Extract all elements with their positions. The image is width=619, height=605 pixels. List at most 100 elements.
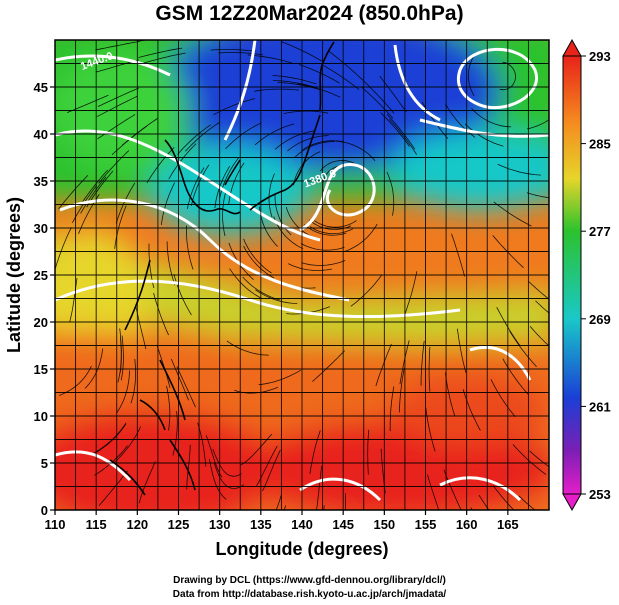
- streamline: [389, 386, 395, 432]
- streamline: [386, 113, 416, 150]
- colorbar-tick-label: 285: [589, 137, 611, 152]
- x-axis-title: Longitude (degrees): [215, 539, 388, 559]
- streamline: [210, 49, 256, 52]
- streamline: [170, 358, 189, 401]
- streamline: [98, 470, 128, 506]
- streamline: [420, 340, 425, 386]
- y-tick-label: 10: [34, 409, 48, 424]
- streamline: [497, 163, 541, 176]
- streamline: [529, 326, 549, 347]
- streamline: [478, 494, 490, 510]
- streamline: [375, 343, 392, 387]
- streamline: [274, 194, 292, 236]
- x-tick-label: 140: [291, 517, 313, 532]
- streamline: [314, 220, 357, 228]
- streamline: [518, 495, 536, 510]
- streamline: [212, 448, 242, 477]
- x-axis-ticks: 110 115 120 125 130 135 140 145 150 155 160 165: [45, 510, 519, 532]
- streamline: [328, 50, 364, 81]
- streamline: [55, 227, 72, 270]
- streamline: [298, 64, 340, 84]
- streamline: [185, 122, 220, 152]
- streamline: [490, 379, 516, 418]
- streamline: [79, 169, 108, 206]
- streamline: [166, 241, 176, 286]
- y-axis-title: Latitude (degrees): [4, 197, 24, 353]
- streamline: [363, 80, 395, 114]
- streamline: [138, 47, 183, 58]
- streamline: [451, 233, 466, 277]
- streamline: [160, 182, 176, 226]
- streamline: [321, 64, 360, 90]
- streamline: [443, 469, 462, 510]
- x-tick-label: 160: [456, 517, 478, 532]
- x-tick-label: 135: [250, 517, 272, 532]
- colorbar-gradient: [562, 55, 582, 495]
- streamline: [456, 328, 467, 373]
- y-tick-label: 0: [41, 503, 48, 518]
- streamline: [176, 366, 196, 408]
- streamline: [92, 423, 127, 455]
- streamline: [177, 124, 211, 155]
- streamline: [287, 135, 329, 152]
- streamline: [425, 407, 436, 452]
- y-tick-label: 45: [34, 80, 48, 95]
- streamline: [272, 80, 318, 89]
- streamline: [301, 260, 346, 266]
- streamline: [277, 82, 322, 91]
- streamline: [399, 340, 410, 385]
- streamline: [197, 422, 207, 467]
- streamline: [272, 75, 317, 85]
- streamline: [173, 274, 192, 316]
- lat-lon-grid: [54, 39, 550, 511]
- streamline: [319, 159, 361, 172]
- streamline: [404, 271, 418, 315]
- streamline: [399, 367, 405, 413]
- streamline: [98, 150, 130, 184]
- credit-drawing: Drawing by DCL (https://www.gfd-dennou.o…: [173, 575, 446, 586]
- streamline: [493, 201, 532, 227]
- streamline: [386, 171, 395, 216]
- streamline: [462, 389, 481, 431]
- colorbar-bottom-arrow: [562, 493, 582, 512]
- streamline: [205, 435, 223, 478]
- streamline: [95, 41, 140, 51]
- streamline: [360, 86, 394, 119]
- x-tick-label: 125: [168, 517, 190, 532]
- streamline: [283, 110, 329, 114]
- streamline: [121, 117, 159, 146]
- y-tick-label: 25: [34, 268, 48, 283]
- colorbar-tick-label: 253: [589, 487, 611, 502]
- streamline: [258, 369, 301, 385]
- streamline: [502, 358, 530, 396]
- colorbar-tick-label: 269: [589, 312, 611, 327]
- streamline: [464, 123, 504, 147]
- streamline: [130, 358, 136, 404]
- colorbar-tick-label: 277: [589, 224, 611, 239]
- streamline: [294, 141, 335, 159]
- streamline: [309, 430, 321, 474]
- streamline: [186, 225, 194, 270]
- y-tick-label: 35: [34, 174, 48, 189]
- streamline: [97, 87, 139, 107]
- wind-streamlines: [55, 40, 549, 510]
- streamline: [114, 205, 127, 249]
- streamline: [153, 292, 169, 336]
- y-tick-label: 40: [34, 127, 48, 142]
- map-title: GSM 12Z20Mar2024 (850.0hPa): [155, 2, 464, 25]
- streamline: [242, 276, 281, 301]
- streamline: [209, 458, 227, 500]
- streamline: [336, 140, 376, 162]
- x-tick-label: 150: [373, 517, 395, 532]
- streamline: [528, 281, 549, 300]
- streamline: [254, 88, 299, 92]
- y-axis-ticks: 0 5 10 15 20 25 30 35 40 45: [34, 80, 55, 518]
- streamline: [166, 385, 171, 431]
- streamline: [119, 328, 122, 374]
- streamline: [191, 164, 210, 206]
- streamline: [367, 429, 370, 475]
- streamline: [297, 83, 341, 98]
- colorbar: 293 285 277 269 261 253: [562, 38, 611, 512]
- streamline: [309, 226, 354, 234]
